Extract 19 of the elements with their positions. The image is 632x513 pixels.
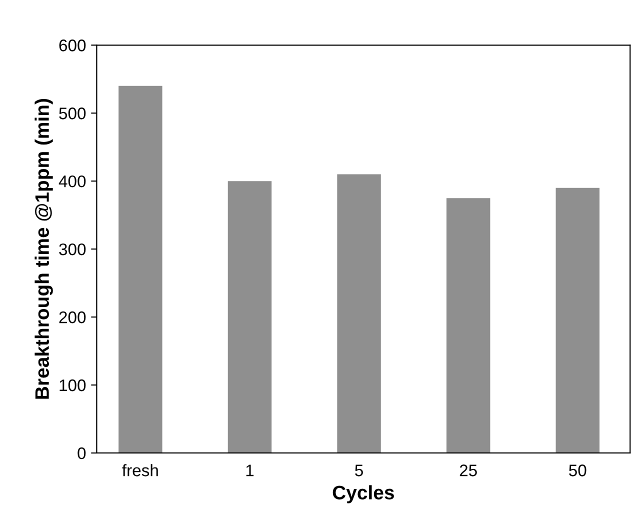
y-tick-label: 200 bbox=[59, 311, 86, 324]
y-tick-label: 400 bbox=[58, 175, 86, 188]
y-tick-label: 600 bbox=[59, 40, 86, 52]
y-tick-label: 100 bbox=[60, 379, 86, 392]
x-tick-label: fresh bbox=[122, 464, 158, 476]
y-axis-title: Breakthrough time @1ppm (min) bbox=[34, 99, 53, 399]
bar bbox=[556, 188, 600, 453]
y-tick-label: 500 bbox=[59, 108, 86, 120]
y-tick-label: 300 bbox=[59, 243, 86, 256]
bar bbox=[337, 174, 381, 453]
x-tick-label: 50 bbox=[569, 464, 586, 476]
x-axis-title: Cycles bbox=[332, 485, 394, 504]
y-tick-label: 0 bbox=[78, 447, 86, 460]
bar bbox=[118, 86, 162, 453]
bar bbox=[446, 198, 490, 453]
x-tick-label: 25 bbox=[460, 464, 477, 476]
bar bbox=[228, 181, 272, 453]
x-tick-label: 5 bbox=[355, 464, 363, 476]
x-tick-label: 1 bbox=[246, 464, 254, 476]
